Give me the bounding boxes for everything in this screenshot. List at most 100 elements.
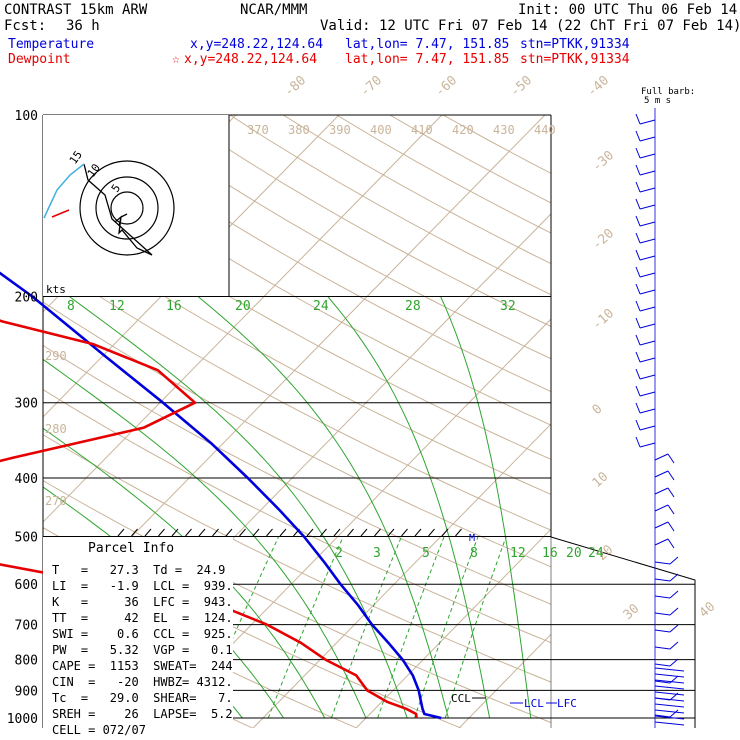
- isotherm-line: [355, 528, 551, 728]
- hatch-mark: [374, 528, 381, 537]
- wind-barb-flag: [667, 504, 675, 515]
- parcel-row: LI = -1.9 LCL = 939.: [52, 579, 233, 593]
- wind-barb-flag: [667, 470, 675, 481]
- dry-adiabat: [43, 134, 551, 426]
- wind-barb-flag: [635, 113, 641, 125]
- wind-barb: [654, 521, 669, 529]
- isotherm-line: [149, 318, 551, 728]
- hodograph-box: [43, 115, 229, 296]
- wind-barb: [639, 425, 656, 431]
- mixing-ratio-upper-label: 12: [109, 299, 125, 314]
- wind-barb-low: [654, 685, 685, 690]
- hatch-mark: [117, 528, 125, 537]
- pressure-tick-label: 900: [15, 684, 38, 699]
- wind-barb: [654, 453, 669, 461]
- isotherm-label: 0: [590, 402, 606, 418]
- hatch-mark: [333, 528, 341, 537]
- isotherm-label: 40: [697, 599, 719, 621]
- mixing-ratio-lower-label: 12: [510, 546, 526, 561]
- dewpoint-trace: [0, 319, 418, 719]
- mixing-ratio-upper-label: 24: [313, 299, 329, 314]
- hatch-mark: [347, 528, 354, 537]
- wind-barb: [639, 408, 656, 414]
- pressure-tick-label: 400: [15, 472, 38, 487]
- wind-barb-flag: [635, 181, 641, 193]
- wind-barb-flag: [669, 607, 679, 616]
- temperature-trace: [0, 271, 442, 720]
- wind-barb-flag: [635, 164, 641, 176]
- wind-barb-low: [654, 715, 685, 720]
- legend-temperature-latlon: lat,lon= 7.47, 151.85: [345, 37, 509, 52]
- isotherm-label: 30: [621, 601, 643, 623]
- pressure-tick-label: 100: [15, 109, 38, 124]
- org-label: NCAR/MMM: [240, 2, 307, 18]
- hodograph-ring-label: 15: [67, 148, 85, 166]
- mixing-ratio-line: [377, 536, 445, 719]
- hatch-mark: [131, 528, 138, 537]
- wind-barb: [639, 119, 656, 125]
- isotherm-line: [665, 115, 740, 728]
- wind-barb-flag: [635, 266, 641, 278]
- wind-barb-flag: [667, 453, 675, 464]
- parcel-row: CELL = 072/07: [52, 723, 146, 737]
- hatch-mark: [171, 528, 179, 537]
- legend-dewpoint-stn: stn=PTKK,91334: [520, 52, 630, 67]
- parcel-row: CIN = -20 HWBZ= 4312.: [52, 675, 233, 689]
- hatch-mark: [239, 528, 246, 537]
- hodograph-ring: [95, 176, 159, 240]
- wind-barb-flag: [635, 130, 641, 142]
- isotherm-label: -30: [590, 148, 617, 175]
- hodograph-storm-motion: [51, 209, 70, 218]
- wind-barb-flag: [669, 709, 679, 718]
- wind-barb: [639, 391, 656, 397]
- hatch-mark: [455, 528, 462, 537]
- mixing-ratio-line: [444, 536, 507, 719]
- dry-adiabat: [43, 726, 46, 728]
- init-time: Init: 00 UTC Thu 06 Feb 14: [518, 2, 737, 18]
- wind-barb: [639, 340, 656, 346]
- wind-barb-flag: [635, 232, 641, 244]
- hatch-mark: [320, 528, 327, 537]
- wind-barb-flag: [669, 624, 679, 633]
- pressure-tick-label: 800: [15, 654, 38, 669]
- theta-label: 390: [329, 123, 351, 137]
- theta-label: 380: [288, 123, 310, 137]
- isotherm-line: [252, 423, 551, 728]
- isotherm-label: -70: [358, 73, 385, 100]
- parcel-title: Parcel Info: [88, 541, 174, 556]
- legend-dewpoint-xy: x,y=248.22,124.64: [184, 52, 317, 67]
- isotherm-label: -60: [433, 73, 460, 100]
- wind-barb: [639, 170, 656, 176]
- hatch-mark: [441, 528, 449, 537]
- hatch-mark: [266, 528, 273, 537]
- theta-label: 400: [370, 123, 392, 137]
- model-title: CONTRAST 15km ARW: [4, 2, 148, 18]
- dry-adiabat: [43, 344, 551, 605]
- wind-barb: [639, 238, 656, 244]
- wind-barb-flag: [635, 147, 641, 159]
- wind-barb-flag: [635, 402, 641, 414]
- theta-label: 420: [452, 123, 474, 137]
- hatch-mark: [252, 528, 260, 537]
- hatch-mark: [144, 528, 152, 537]
- wind-barb: [639, 221, 656, 227]
- wind-barb: [639, 187, 656, 193]
- mixing-ratio-lower-label: 8: [470, 546, 478, 561]
- wind-barb: [639, 289, 656, 295]
- wind-barb-flag: [635, 300, 641, 312]
- wind-barb-flag: [635, 198, 641, 210]
- wind-barb: [654, 578, 671, 582]
- ccl-label: CCL: [451, 692, 471, 705]
- m-label: M: [469, 533, 475, 544]
- isotherm-line: [43, 115, 340, 418]
- wind-barb-low: [654, 691, 685, 696]
- wind-barb: [654, 612, 671, 616]
- wind-barb-low: [654, 667, 685, 672]
- mixing-ratio-upper-label: 28: [405, 299, 421, 314]
- barb-legend-line2: 5 m s: [644, 96, 671, 106]
- mixing-ratio-upper-label: 8: [67, 299, 75, 314]
- hatch-mark: [306, 528, 314, 537]
- wind-barb: [639, 306, 656, 312]
- wind-barb-flag: [635, 436, 641, 448]
- wind-barb-flag: [635, 283, 641, 295]
